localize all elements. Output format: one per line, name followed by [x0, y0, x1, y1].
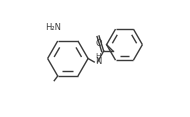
Text: H: H: [96, 53, 101, 59]
Text: O: O: [96, 39, 102, 48]
Text: N: N: [96, 57, 102, 66]
Text: H₂N: H₂N: [46, 23, 62, 32]
